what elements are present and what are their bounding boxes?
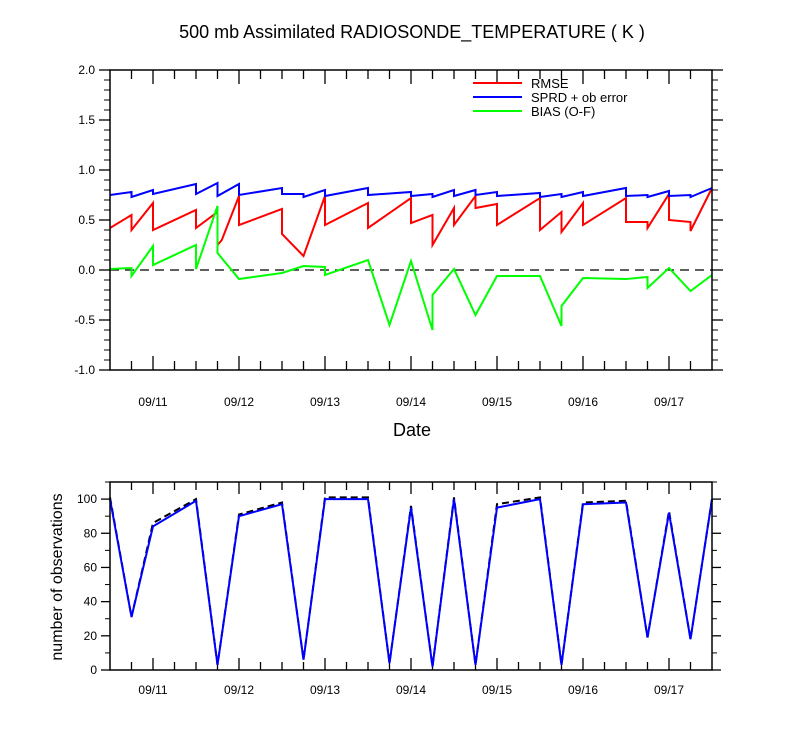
- y-tick-label: 20: [84, 629, 98, 643]
- y-tick-label: 1.0: [78, 163, 95, 177]
- series-possible: [109, 496, 713, 667]
- x-tick-label-09-12: 09/12: [224, 395, 254, 409]
- legend-label-rmse: RMSE: [531, 76, 569, 91]
- x-tick-label-09-14: 09/14: [396, 683, 426, 697]
- x-tick-label-09-15: 09/15: [482, 395, 512, 409]
- y-tick-label: -0.5: [74, 313, 95, 327]
- series-line-rmse: [109, 187, 713, 258]
- x-tick-label-09-13: 09/13: [310, 395, 340, 409]
- y-tick-label: -1.0: [74, 363, 95, 377]
- plot-frame-top: [109, 69, 713, 371]
- series-line-possible: [109, 496, 713, 667]
- x-tick-label-09-12: 09/12: [224, 683, 254, 697]
- y-tick-label: 100: [77, 492, 97, 506]
- series-assimilated: [109, 497, 713, 667]
- series-line-bias-o-f: [109, 205, 713, 331]
- legend-label-sprd-ob-error: SPRD + ob error: [531, 90, 628, 105]
- series-rmse: [109, 187, 713, 258]
- x-tick-label-09-11: 09/11: [138, 683, 167, 697]
- series-line-assimilated: [109, 497, 713, 667]
- y-axis-label-observations: number of observations: [49, 493, 66, 660]
- top-panel: 09/11 09/12 09/13 09/14 09/15 09/16 09/17 -1.0 -…: [74, 63, 723, 409]
- x-tick-label-09-16: 09/16: [568, 395, 598, 409]
- y-tick-label: 0.5: [78, 213, 95, 227]
- x-tick-label-09-14: 09/14: [396, 395, 426, 409]
- y-tick-label: 0: [90, 663, 97, 677]
- y-tick-label: 40: [84, 595, 98, 609]
- y-tick-label: 2.0: [78, 63, 95, 77]
- x-tick-label-09-11: 09/11: [138, 395, 167, 409]
- y-tick-label: 1.5: [78, 113, 95, 127]
- series-line-sprd-ob-error: [109, 181, 713, 199]
- series-bias-o-f: [109, 205, 713, 331]
- chart-title: 500 mb Assimilated RADIOSONDE_TEMPERATUR…: [179, 22, 645, 43]
- legend-label-bias-o-f: BIAS (O-F): [531, 104, 595, 119]
- y-tick-label: 80: [84, 526, 98, 540]
- x-axis-label: Date: [393, 420, 431, 440]
- x-tick-label-09-17: 09/17: [654, 395, 684, 409]
- series-sprd-ob-error: [109, 181, 713, 199]
- bottom-panel: 09/11 09/12 09/13 09/14 09/15 09/16 09/17 0 20 40…: [77, 481, 721, 697]
- y-tick-label: 60: [84, 560, 98, 574]
- x-tick-label-09-13: 09/13: [310, 683, 340, 697]
- plot-frame-bottom: [109, 481, 713, 671]
- x-tick-label-09-16: 09/16: [568, 683, 598, 697]
- x-tick-label-09-17: 09/17: [654, 683, 684, 697]
- y-tick-label: 0.0: [78, 263, 95, 277]
- x-tick-label-09-15: 09/15: [482, 683, 512, 697]
